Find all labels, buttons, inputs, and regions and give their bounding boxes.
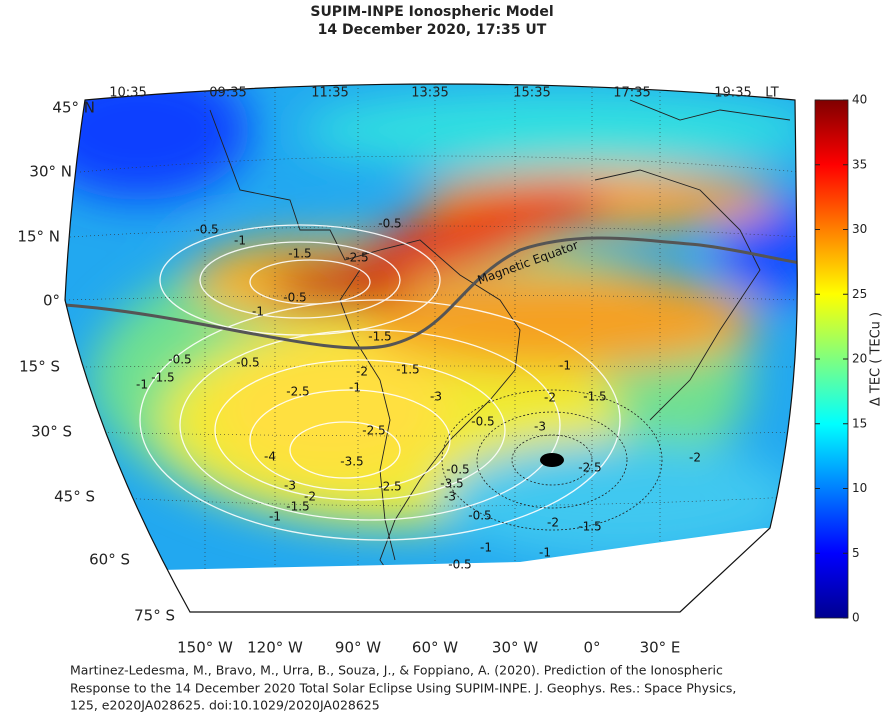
contour-label: -1 <box>252 305 264 319</box>
latitude-label: 30° N <box>29 163 72 181</box>
map-frame <box>64 83 798 613</box>
latitude-label: 45° N <box>52 99 95 117</box>
colorbar-tick-label: 35 <box>852 157 867 171</box>
latitude-label: 60° S <box>89 551 130 569</box>
contour-label: -0.5 <box>195 223 218 237</box>
contour-label: -1 <box>269 510 281 524</box>
contour-label: -0.5 <box>446 463 469 477</box>
contour-label: -0.5 <box>471 415 494 429</box>
colorbar-tick-label: 25 <box>852 287 867 301</box>
contour-label: -3.5 <box>440 477 463 491</box>
local-time-label: 13:35 <box>411 86 448 101</box>
citation-line: Response to the 14 December 2020 Total S… <box>70 681 736 696</box>
latitude-label: 15° S <box>19 358 60 376</box>
citation-line: Martinez-Ledesma, M., Bravo, M., Urra, B… <box>70 663 723 678</box>
contour-label: -3 <box>430 390 442 404</box>
contour-label: -1 <box>539 546 551 560</box>
contour-label: -2 <box>304 490 316 504</box>
contour-label: -3 <box>444 490 456 504</box>
contour-label: -2 <box>544 391 556 405</box>
contour-label: -2 <box>689 451 701 465</box>
longitude-label: 0° <box>583 639 600 657</box>
contour-label: -1 <box>349 381 361 395</box>
contour-label: -1.5 <box>286 500 309 514</box>
local-time-label: 11:35 <box>311 86 348 101</box>
colorbar <box>814 99 849 619</box>
colorbar-tick-label: 30 <box>852 222 867 236</box>
longitude-label: 120° W <box>247 639 303 657</box>
contour-label: -3.5 <box>340 455 363 469</box>
contour-label: -3 <box>284 479 296 493</box>
contour-label: -1.5 <box>368 330 391 344</box>
contour-label: -0.5 <box>448 558 471 572</box>
local-time-label: 19:35 <box>714 86 751 101</box>
contour-label: -1 <box>136 378 148 392</box>
latitude-label: 45° S <box>54 488 95 506</box>
longitude-label: 30° W <box>492 639 538 657</box>
colorbar-tick-label: 5 <box>852 546 860 560</box>
contour-label: -2.5 <box>378 480 401 494</box>
longitude-label: 60° W <box>412 639 458 657</box>
longitude-label: 90° W <box>335 639 381 657</box>
colorbar-label: Δ TEC ( TECu ) <box>869 312 884 406</box>
magnetic-equator <box>65 236 798 350</box>
local-time-label: 09:35 <box>209 86 246 101</box>
contour-label: -1 <box>480 541 492 555</box>
contour-label: -1 <box>559 359 571 373</box>
contour-label: -1.5 <box>151 371 174 385</box>
contour-label: -2.5 <box>362 424 385 438</box>
contour-label: -0.5 <box>236 356 259 370</box>
contour-label: -1 <box>234 234 246 248</box>
local-time-label: 10:35 <box>109 86 146 101</box>
contour-label: -1.5 <box>288 247 311 261</box>
colorbar-tick-label: 0 <box>852 611 860 625</box>
contour-label: -0.5 <box>378 217 401 231</box>
local-time-label: 15:35 <box>513 86 550 101</box>
contour-label: -2.5 <box>345 251 368 265</box>
eclipse-center <box>540 453 564 467</box>
latitude-label: 15° N <box>17 228 60 246</box>
colorbar-tick-label: 20 <box>852 352 867 366</box>
contour-label: -0.5 <box>168 353 191 367</box>
contour-label: -1.5 <box>583 390 606 404</box>
longitude-label: 30° E <box>640 639 681 657</box>
contour-label: -0.5 <box>468 509 491 523</box>
longitude-label: 150° W <box>177 639 233 657</box>
contour-label: -2.5 <box>286 385 309 399</box>
contour-label: -2.5 <box>578 461 601 475</box>
contour-label: -3 <box>534 420 546 434</box>
latitude-label: 0° <box>43 292 60 310</box>
subtitle: 14 December 2020, 17:35 UT <box>318 22 547 38</box>
contour-label: -2 <box>547 516 559 530</box>
colorbar-tick-label: 40 <box>852 93 867 107</box>
local-time-unit: LT <box>765 86 778 101</box>
latitude-label: 30° S <box>31 423 72 441</box>
citation-line: 125, e2020JA028625. doi:10.1029/2020JA02… <box>70 698 380 713</box>
tec-map <box>65 84 798 612</box>
contour-label: -4 <box>264 450 276 464</box>
contour-label: -1.5 <box>396 363 419 377</box>
contour-label: -1.5 <box>578 520 601 534</box>
local-time-label: 17:35 <box>613 86 650 101</box>
contour-label: -0.5 <box>283 291 306 305</box>
contour-label: -2 <box>356 365 368 379</box>
colorbar-tick-label: 15 <box>852 416 867 430</box>
colorbar-tick-label: 10 <box>852 481 867 495</box>
title: SUPIM-INPE Ionospheric Model <box>310 4 553 20</box>
latitude-label: 75° S <box>134 607 175 625</box>
